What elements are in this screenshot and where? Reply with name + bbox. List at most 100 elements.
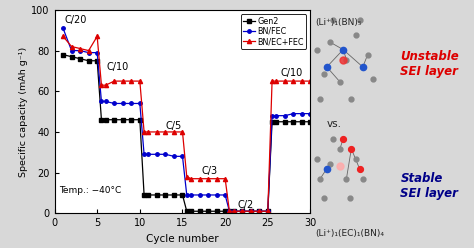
BN/EC+FEC: [265, 210, 271, 213]
BN/FEC: [103, 100, 109, 103]
BN/FEC: [205, 193, 211, 196]
Text: C/3: C/3: [201, 166, 218, 176]
Gen2: [231, 210, 237, 213]
Line: Gen2: Gen2: [61, 53, 312, 213]
Gen2: [308, 120, 313, 123]
BN/FEC: [146, 153, 151, 156]
Gen2: [77, 57, 83, 60]
Gen2: [103, 118, 109, 121]
Gen2: [197, 210, 202, 213]
Line: BN/FEC: BN/FEC: [61, 27, 312, 213]
Gen2: [269, 120, 275, 123]
BN/EC+FEC: [299, 80, 305, 83]
BN/EC+FEC: [222, 177, 228, 180]
Gen2: [205, 210, 211, 213]
BN/FEC: [248, 210, 254, 213]
BN/EC+FEC: [273, 80, 279, 83]
Gen2: [256, 210, 262, 213]
BN/EC+FEC: [94, 35, 100, 38]
BN/EC+FEC: [111, 80, 117, 83]
Gen2: [163, 193, 168, 196]
Gen2: [180, 193, 185, 196]
Gen2: [128, 118, 134, 121]
Gen2: [184, 210, 190, 213]
BN/FEC: [269, 114, 275, 117]
BN/EC+FEC: [128, 80, 134, 83]
Gen2: [282, 120, 288, 123]
BN/FEC: [154, 153, 160, 156]
BN/EC+FEC: [141, 130, 147, 133]
BN/FEC: [256, 210, 262, 213]
BN/FEC: [231, 210, 237, 213]
Gen2: [188, 210, 194, 213]
Gen2: [146, 193, 151, 196]
BN/EC+FEC: [120, 80, 126, 83]
BN/FEC: [128, 102, 134, 105]
BN/EC+FEC: [184, 175, 190, 178]
BN/EC+FEC: [197, 177, 202, 180]
BN/EC+FEC: [248, 210, 254, 213]
Gen2: [69, 55, 74, 58]
BN/EC+FEC: [154, 130, 160, 133]
Gen2: [111, 118, 117, 121]
BN/EC+FEC: [69, 45, 74, 48]
Text: C/2: C/2: [238, 200, 254, 210]
BN/FEC: [222, 193, 228, 196]
BN/EC+FEC: [163, 130, 168, 133]
Text: C/20: C/20: [65, 15, 87, 25]
Gen2: [227, 210, 232, 213]
Gen2: [273, 120, 279, 123]
BN/FEC: [94, 51, 100, 54]
BN/EC+FEC: [308, 80, 313, 83]
BN/EC+FEC: [99, 84, 104, 87]
Gen2: [141, 193, 147, 196]
Gen2: [171, 193, 177, 196]
BN/EC+FEC: [282, 80, 288, 83]
BN/FEC: [99, 100, 104, 103]
Text: C/10: C/10: [281, 68, 303, 78]
Text: C/5: C/5: [165, 121, 182, 131]
Y-axis label: Specific capacity (mAh g⁻¹): Specific capacity (mAh g⁻¹): [19, 46, 28, 177]
Legend: Gen2, BN/FEC, BN/EC+FEC: Gen2, BN/FEC, BN/EC+FEC: [241, 14, 307, 49]
Gen2: [222, 210, 228, 213]
Gen2: [99, 118, 104, 121]
BN/FEC: [180, 155, 185, 158]
BN/EC+FEC: [171, 130, 177, 133]
Gen2: [60, 53, 66, 56]
BN/EC+FEC: [205, 177, 211, 180]
BN/FEC: [239, 210, 245, 213]
BN/EC+FEC: [269, 80, 275, 83]
BN/EC+FEC: [188, 177, 194, 180]
Text: (Li⁺)₁(BN)₅: (Li⁺)₁(BN)₅: [315, 18, 362, 27]
Gen2: [94, 59, 100, 62]
BN/FEC: [214, 193, 219, 196]
Gen2: [214, 210, 219, 213]
Gen2: [154, 193, 160, 196]
Text: Unstable
SEI layer: Unstable SEI layer: [401, 51, 459, 78]
BN/FEC: [188, 193, 194, 196]
BN/FEC: [111, 102, 117, 105]
BN/FEC: [163, 153, 168, 156]
BN/FEC: [308, 112, 313, 115]
BN/FEC: [77, 49, 83, 52]
BN/FEC: [273, 114, 279, 117]
Gen2: [239, 210, 245, 213]
BN/EC+FEC: [146, 130, 151, 133]
Text: vs.: vs.: [327, 119, 342, 129]
BN/FEC: [299, 112, 305, 115]
BN/EC+FEC: [86, 49, 91, 52]
Gen2: [299, 120, 305, 123]
BN/EC+FEC: [137, 80, 143, 83]
BN/EC+FEC: [60, 35, 66, 38]
Text: (Li⁺)₁(EC)₁(BN)₄: (Li⁺)₁(EC)₁(BN)₄: [315, 229, 384, 238]
BN/FEC: [120, 102, 126, 105]
BN/FEC: [227, 210, 232, 213]
BN/EC+FEC: [291, 80, 296, 83]
BN/EC+FEC: [77, 47, 83, 50]
X-axis label: Cycle number: Cycle number: [146, 234, 219, 244]
BN/EC+FEC: [256, 210, 262, 213]
BN/FEC: [137, 102, 143, 105]
Line: BN/EC+FEC: BN/EC+FEC: [61, 34, 312, 213]
BN/FEC: [60, 27, 66, 30]
BN/EC+FEC: [103, 84, 109, 87]
